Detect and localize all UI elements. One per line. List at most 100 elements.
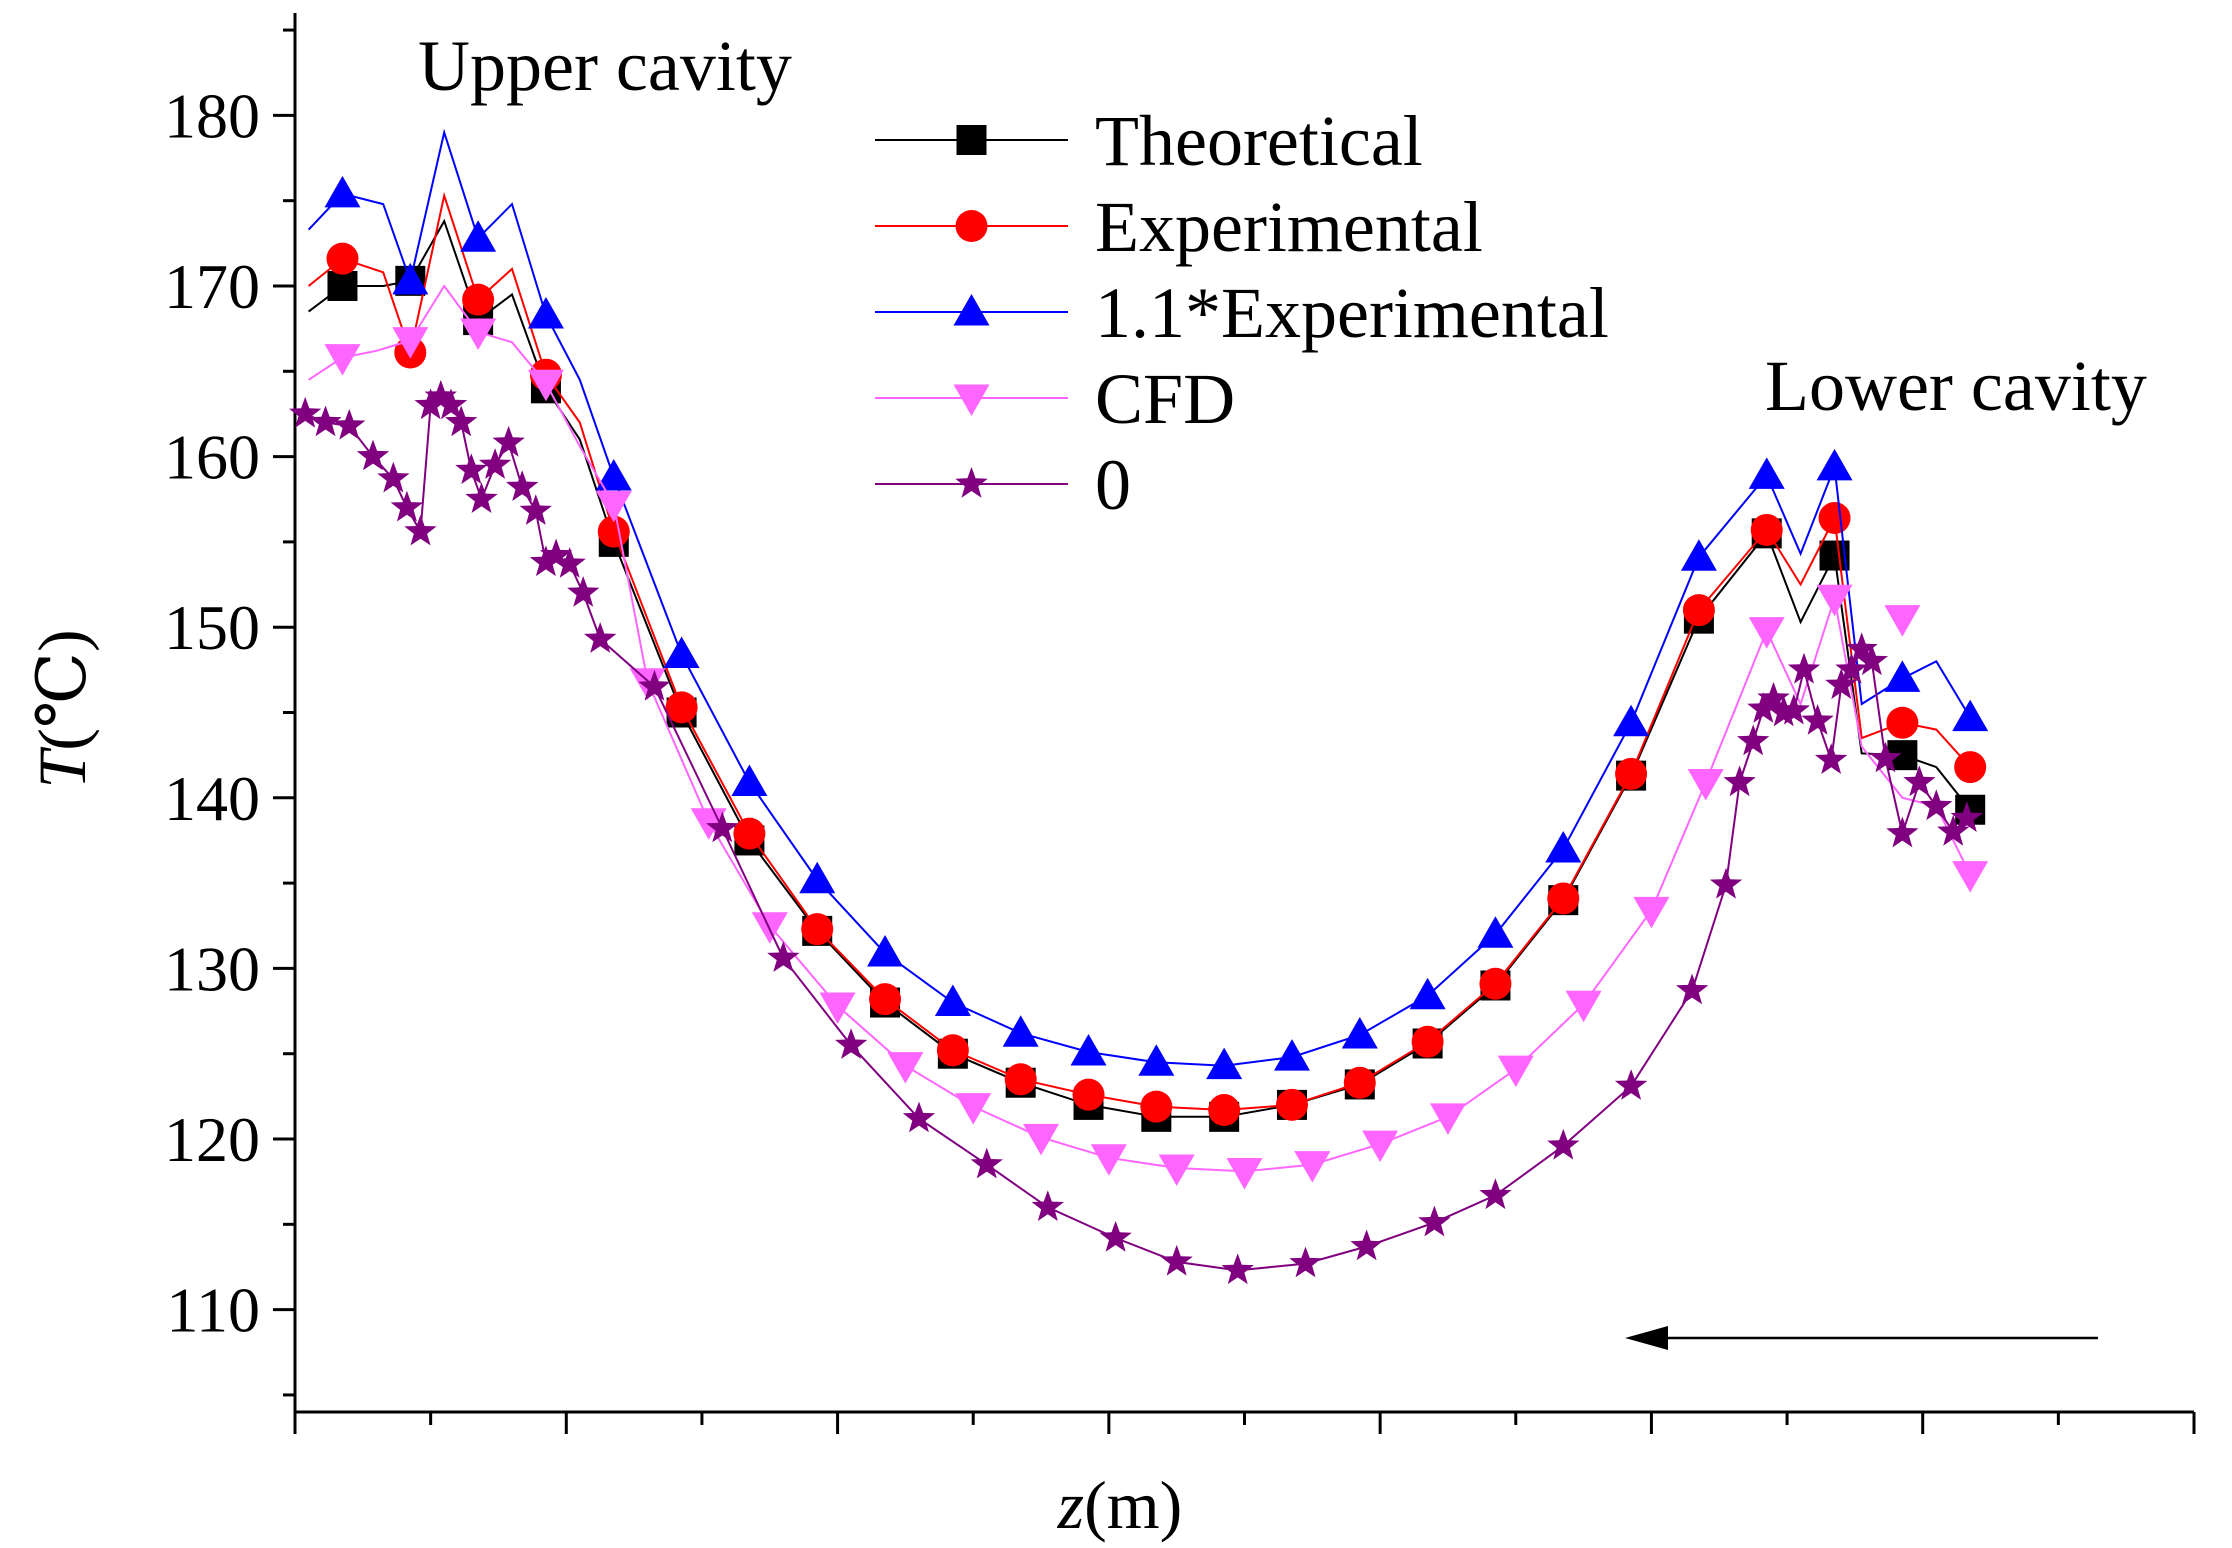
legend-label: CFD <box>1095 359 1235 439</box>
legend-item: Theoretical <box>875 101 1423 181</box>
data-point <box>936 1034 969 1067</box>
series-1 <box>307 191 1987 1127</box>
data-point <box>1099 1221 1132 1252</box>
data-point <box>1835 652 1868 684</box>
data-point <box>1903 765 1936 797</box>
data-point <box>1723 765 1756 797</box>
data-point <box>595 490 632 523</box>
data-point <box>869 983 902 1016</box>
data-point <box>1206 1047 1243 1080</box>
data-point <box>1002 1015 1039 1047</box>
y-tick-label: 150 <box>164 592 260 663</box>
data-point <box>1090 1144 1127 1176</box>
data-point <box>460 220 497 252</box>
data-point <box>1954 751 1987 784</box>
data-point <box>1952 699 1989 732</box>
data-point <box>706 811 739 843</box>
data-point <box>434 388 468 420</box>
data-point <box>1479 1178 1512 1210</box>
data-point <box>1004 1063 1037 1096</box>
data-point <box>1787 652 1821 684</box>
data-point <box>539 538 573 570</box>
data-point <box>445 405 478 437</box>
data-point <box>1952 861 1989 893</box>
data-point <box>1158 1154 1195 1187</box>
legend-item: CFD <box>875 359 1235 439</box>
data-point <box>529 545 563 577</box>
plot-area <box>289 128 1989 1285</box>
data-point <box>1023 1123 1060 1156</box>
data-point <box>460 318 497 351</box>
legend-marker <box>953 384 990 416</box>
data-point <box>506 470 539 501</box>
data-point <box>377 461 410 493</box>
data-point <box>404 514 437 546</box>
series-4 <box>289 379 1983 1285</box>
data-point <box>663 636 700 668</box>
data-point <box>731 764 768 796</box>
data-point <box>1801 704 1834 735</box>
data-point <box>424 379 457 411</box>
data-point <box>1138 1044 1175 1076</box>
legend-marker <box>955 467 988 498</box>
data-point <box>1676 973 1709 1005</box>
data-point <box>1748 457 1785 489</box>
data-point <box>1140 1090 1173 1123</box>
data-point <box>1682 594 1715 627</box>
data-point <box>970 1147 1003 1179</box>
data-point <box>553 547 586 578</box>
data-point <box>1275 1088 1308 1121</box>
data-point <box>1815 743 1848 774</box>
legend-item: Experimental <box>875 187 1483 267</box>
data-point <box>1070 1034 1107 1066</box>
data-point <box>1409 977 1446 1010</box>
axes-layer: 110 120 130 140 150 160 170 180 <box>164 13 2196 1434</box>
data-point <box>1886 706 1919 739</box>
data-point <box>1680 539 1717 571</box>
data-point <box>1565 990 1602 1023</box>
data-point <box>1273 1039 1310 1071</box>
legend-item: 1.1*Experimental <box>875 273 1609 353</box>
y-axis-title: T(℃) <box>24 629 100 788</box>
data-point <box>527 369 564 402</box>
data-point <box>902 1101 936 1133</box>
data-point <box>1614 1069 1648 1100</box>
data-point <box>333 408 366 440</box>
y-tick-label: 170 <box>164 251 260 322</box>
data-point <box>1479 967 1512 1000</box>
data-point <box>1747 692 1780 723</box>
data-point <box>1226 1157 1263 1190</box>
data-point <box>327 270 358 301</box>
direction-arrow <box>1625 1326 2098 1350</box>
data-point <box>867 935 904 967</box>
data-point <box>934 984 971 1017</box>
data-point <box>1547 882 1580 915</box>
y-tick-label: 110 <box>166 1275 260 1346</box>
data-point <box>1884 660 1921 692</box>
y-tick-label: 130 <box>164 933 260 1004</box>
data-point <box>1777 693 1810 725</box>
data-point <box>1477 916 1514 948</box>
legend-label: 0 <box>1095 445 1131 525</box>
data-point <box>1886 816 1919 848</box>
legend: TheoreticalExperimental1.1*ExperimentalC… <box>875 101 1609 525</box>
data-point <box>478 448 512 479</box>
legend-label: 1.1*Experimental <box>1095 273 1609 353</box>
data-point <box>887 1052 924 1084</box>
data-point <box>955 1093 992 1125</box>
data-point <box>1818 502 1851 535</box>
data-point <box>767 941 800 972</box>
data-point <box>595 459 632 491</box>
data-point <box>1350 1229 1383 1261</box>
y-tick-label: 120 <box>164 1104 260 1175</box>
data-point <box>835 1028 868 1059</box>
data-point <box>1547 1128 1580 1160</box>
data-point <box>597 515 630 548</box>
data-point <box>1341 1016 1378 1049</box>
data-point <box>326 242 359 275</box>
data-point <box>1757 681 1790 713</box>
series-2 <box>307 128 1989 1080</box>
data-point <box>309 405 342 437</box>
data-point <box>1429 1103 1466 1135</box>
y-tick-label: 180 <box>164 80 260 151</box>
